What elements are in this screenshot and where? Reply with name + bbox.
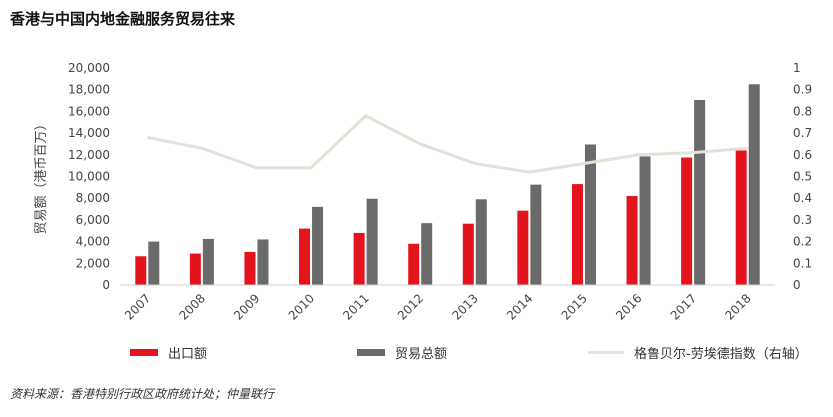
legend-item-index: 格鲁贝尔-劳埃德指数（右轴） xyxy=(588,343,808,362)
y-tick-label: 14,000 xyxy=(68,126,110,140)
bar-total xyxy=(530,184,542,285)
x-tick-label: 2009 xyxy=(231,291,262,322)
x-tick-label: 2018 xyxy=(722,291,753,322)
bar-export xyxy=(244,251,256,285)
bar-total xyxy=(257,239,269,285)
x-tick-label: 2014 xyxy=(504,291,535,322)
y2-tick-label: 0.8 xyxy=(793,104,812,118)
bar-total xyxy=(202,238,214,285)
y2-tick-label: 0.1 xyxy=(793,256,812,270)
y2-tick-label: 0.7 xyxy=(793,126,812,140)
bar-total xyxy=(639,156,651,285)
bar-total xyxy=(148,241,160,285)
bar-total xyxy=(584,144,596,285)
x-tick-label: 2008 xyxy=(176,291,207,322)
y2-tick-label: 0.2 xyxy=(793,235,812,249)
legend-swatch-index xyxy=(588,351,624,354)
y2-tick-label: 0.9 xyxy=(793,83,812,97)
chart-title: 香港与中国内地金融服务贸易往来 xyxy=(10,10,236,28)
bar-total xyxy=(312,206,324,285)
y2-tick-label: 0.5 xyxy=(793,170,812,184)
bar-export xyxy=(135,256,147,285)
bar-export xyxy=(299,228,311,285)
legend-swatch-export xyxy=(130,349,158,356)
legend-label-index: 格鲁贝尔-劳埃德指数（右轴） xyxy=(634,347,808,362)
legend-swatch-total xyxy=(357,349,385,356)
y-tick-label: 6,000 xyxy=(76,213,110,227)
x-tick-label: 2007 xyxy=(122,291,153,322)
y-tick-label: 10,000 xyxy=(68,170,110,184)
bar-total xyxy=(366,198,378,285)
y-tick-label: 8,000 xyxy=(76,191,110,205)
x-tick-label: 2012 xyxy=(395,291,426,322)
y-tick-label: 20,000 xyxy=(68,61,110,75)
bar-export xyxy=(408,243,420,285)
bar-export xyxy=(735,150,747,285)
bar-export xyxy=(189,253,201,285)
bar-export xyxy=(353,232,365,285)
bar-total xyxy=(694,100,706,285)
x-tick-label: 2010 xyxy=(286,291,317,322)
x-tick-label: 2016 xyxy=(613,291,644,322)
x-tick-label: 2017 xyxy=(668,291,699,322)
line-index xyxy=(146,114,748,174)
y2-tick-label: 0 xyxy=(793,278,801,292)
y2-tick-label: 0.6 xyxy=(793,148,812,162)
bar-total xyxy=(475,199,487,285)
bar-export xyxy=(681,157,693,285)
y2-tick-label: 1 xyxy=(793,61,801,75)
y-tick-label: 2,000 xyxy=(76,256,110,270)
y-tick-label: 16,000 xyxy=(68,104,110,118)
x-tick-label: 2015 xyxy=(559,291,590,322)
y-tick-label: 4,000 xyxy=(76,235,110,249)
source-note: 资料来源：香港特别行政区政府统计处；仲量联行 xyxy=(10,387,275,401)
legend-label-total: 贸易总额 xyxy=(395,347,448,362)
x-tick-label: 2011 xyxy=(340,291,371,322)
x-tick-label: 2013 xyxy=(449,291,480,322)
y-tick-label: 18,000 xyxy=(68,83,110,97)
legend-label-export: 出口额 xyxy=(168,347,208,362)
y2-tick-label: 0.3 xyxy=(793,213,812,227)
bar-export xyxy=(626,196,638,285)
bar-export xyxy=(517,210,529,285)
bar-export xyxy=(571,184,583,285)
bar-total xyxy=(748,84,760,286)
legend-item-total: 贸易总额 xyxy=(357,343,447,362)
y2-tick-label: 0.4 xyxy=(793,191,812,205)
bar-export xyxy=(462,223,474,285)
y-tick-label: 0 xyxy=(102,278,110,292)
bar-total xyxy=(421,223,433,285)
y-tick-label: 12,000 xyxy=(68,148,110,162)
y-axis-label: 贸易额（港币百万） xyxy=(34,117,49,234)
legend-item-export: 出口额 xyxy=(130,343,207,362)
